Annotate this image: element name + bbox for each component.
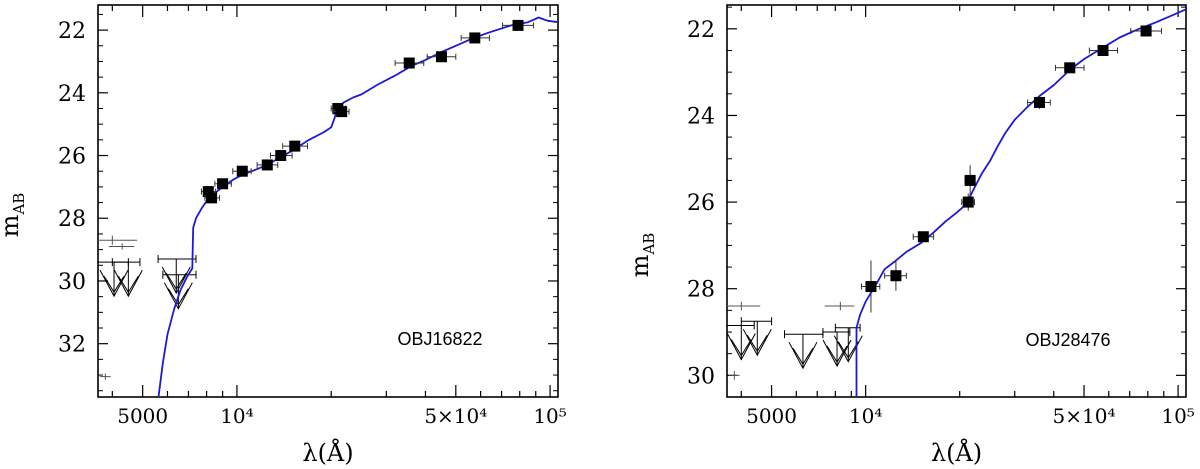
upper-limit-arrowhead-inner — [730, 339, 752, 357]
y-axis-title: mAB — [0, 193, 28, 238]
plot-area — [727, 8, 1186, 397]
detection-point — [1033, 96, 1045, 108]
y-axis-title-subscript: AB — [640, 233, 658, 256]
model-sed-line — [157, 16, 558, 397]
x-tick-label: 5×10⁴ — [1053, 404, 1116, 428]
detection-point — [865, 281, 877, 293]
detection-point — [962, 196, 974, 208]
y-tick-label: 28 — [687, 278, 715, 303]
detection-point — [469, 32, 481, 44]
upper-limit-arrowhead — [161, 266, 191, 295]
y-tick-label: 24 — [58, 82, 86, 107]
object-label: OBJ16822 — [397, 329, 482, 349]
y-tick-label: 26 — [687, 191, 715, 216]
plot-frame — [726, 4, 1187, 398]
y-tick-label: 30 — [58, 270, 86, 295]
detection-point — [202, 186, 214, 198]
upper-limit-arrowhead — [163, 282, 193, 310]
x-axis-title: λ(Å) — [931, 438, 982, 467]
upper-limit-arrowhead-inner — [746, 334, 768, 353]
plot-frame — [97, 4, 559, 398]
detection-point — [275, 150, 287, 162]
upper-limit-arrowhead-inner — [165, 272, 187, 290]
detection-point — [336, 106, 348, 118]
detection-point — [289, 140, 301, 152]
x-tick-label: 10⁴ — [220, 404, 253, 428]
upper-limit-arrowhead — [99, 269, 129, 298]
model-sed-line — [855, 8, 1186, 397]
upper-limit-arrowhead — [822, 339, 852, 368]
chart-panel-left: 22 24 26 28 30 32 5000 10⁴ 5×10⁴ 10⁵ λ(Å) mAB OBJ168… — [0, 4, 567, 467]
x-tick-label: 10⁵ — [1161, 404, 1194, 428]
detection-point — [964, 174, 976, 186]
detection-point — [236, 165, 248, 177]
x-axis-title: λ(Å) — [302, 438, 353, 467]
upper-limit-arrowhead-inner — [167, 288, 189, 306]
detection-point — [217, 178, 229, 190]
upper-limit-arrowhead — [113, 269, 143, 298]
detection-point — [435, 51, 447, 63]
detection-point — [512, 19, 524, 31]
detection-point — [917, 231, 929, 243]
y-tick-label: 30 — [687, 364, 715, 389]
y-tick-label: 22 — [687, 18, 715, 43]
y-axis-title-subscript: AB — [10, 193, 28, 216]
x-tick-label: 5000 — [117, 404, 168, 428]
x-tick-label: 5000 — [746, 404, 797, 428]
upper-limit-arrowhead — [833, 335, 863, 363]
chart-panel-right: 22 24 26 28 30 5000 10⁴ 5×10⁴ 10⁵ λ(Å) mAB OBJ28476 — [626, 4, 1195, 467]
upper-limit-arrowhead — [742, 328, 772, 357]
x-tick-label: 10⁴ — [849, 404, 882, 428]
detection-point — [1064, 62, 1076, 74]
detection-point — [403, 57, 415, 69]
x-tick-label: 10⁵ — [533, 404, 566, 428]
upper-limit-arrowhead — [788, 341, 818, 370]
y-tick-label: 24 — [687, 104, 715, 129]
detection-point — [1140, 25, 1152, 37]
y-tick-label: 22 — [58, 19, 86, 44]
y-tick-label: 32 — [58, 333, 86, 358]
upper-limit-arrowhead-inner — [826, 345, 848, 363]
upper-limit-arrowhead-inner — [792, 347, 814, 366]
detection-point — [1097, 44, 1109, 56]
upper-limit-arrowhead-inner — [837, 341, 859, 359]
x-tick-label: 5×10⁴ — [424, 404, 487, 428]
y-tick-label: 28 — [58, 207, 86, 232]
detection-point — [261, 159, 273, 171]
upper-limit-arrowhead-inner — [117, 275, 139, 294]
y-tick-label: 26 — [58, 145, 86, 170]
detection-point — [206, 192, 218, 204]
plot-area — [98, 16, 558, 397]
detection-point — [890, 270, 902, 282]
y-axis-title: mAB — [626, 233, 658, 278]
object-label: OBJ28476 — [1025, 330, 1110, 350]
